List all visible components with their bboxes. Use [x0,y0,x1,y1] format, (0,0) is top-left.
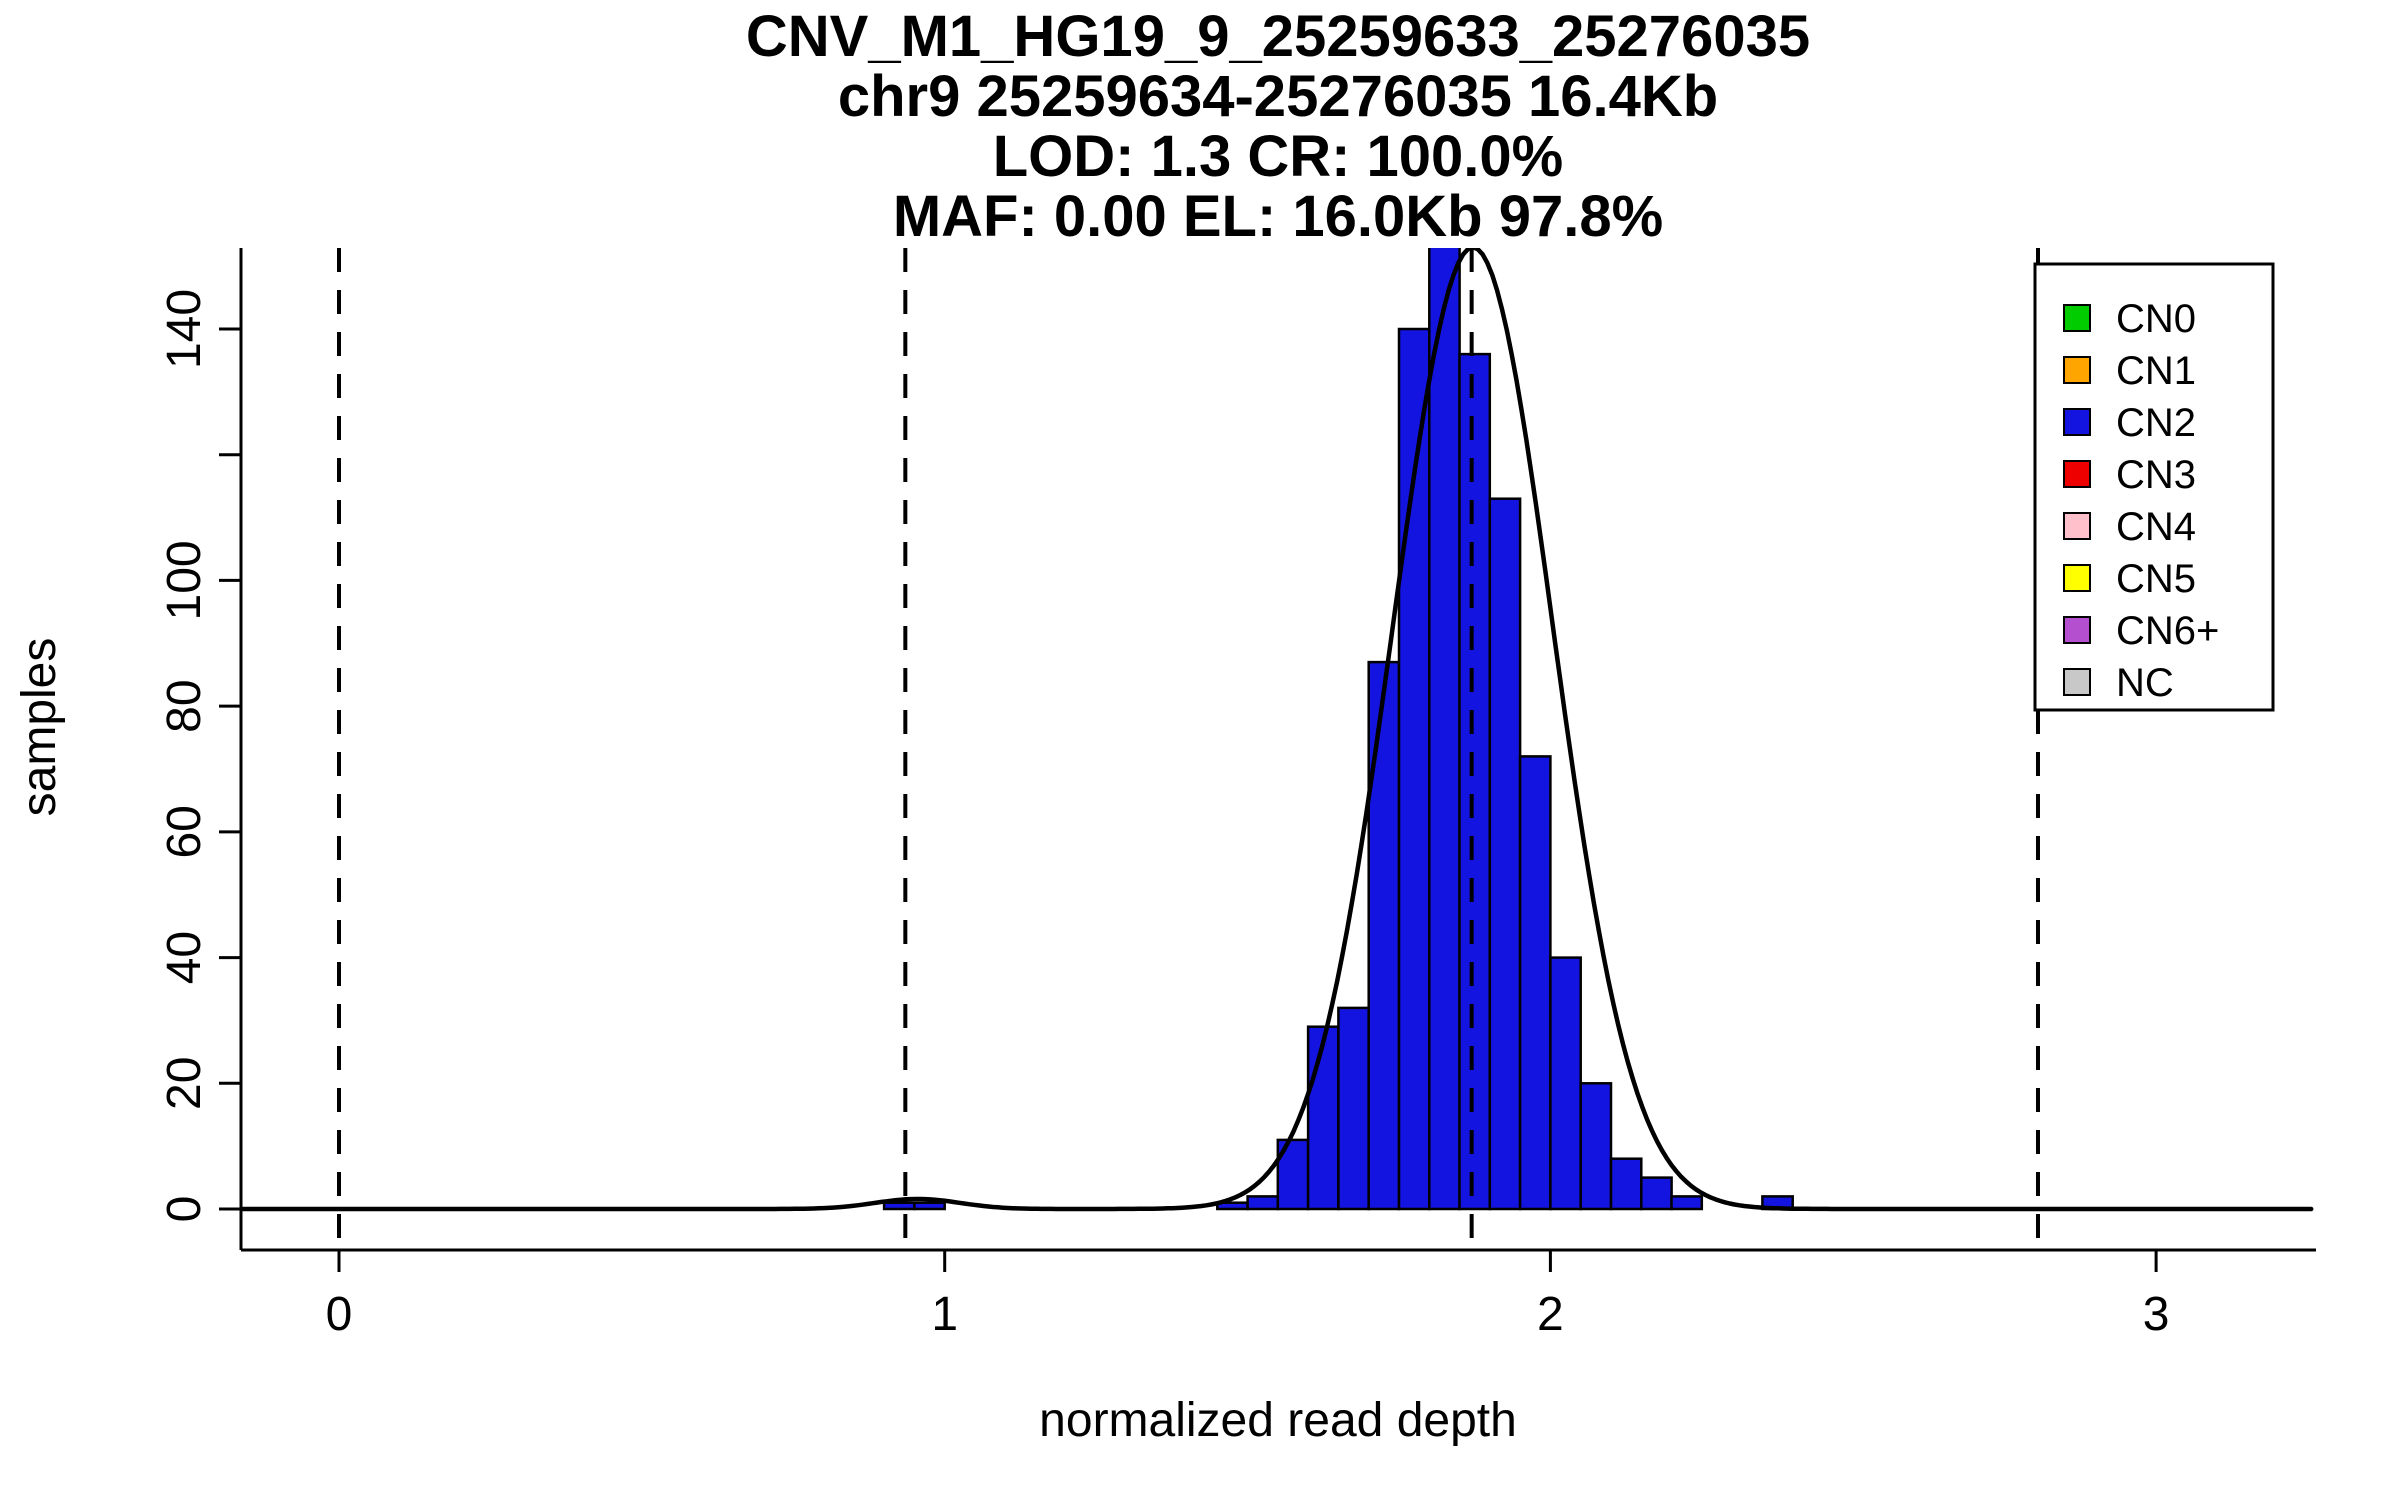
y-tick-label: 20 [158,1057,211,1110]
histogram-bar [1670,1195,1704,1211]
y-tick-label: 40 [158,931,211,984]
legend-label-cn3: CN3 [2116,453,2196,497]
histogram-bar [1518,755,1552,1211]
legend-swatch-cn6plus [2063,616,2091,644]
histogram-bars [882,248,1794,1211]
y-tick-label: 80 [158,679,211,732]
legend-label-cn6plus: CN6+ [2116,609,2219,653]
histogram-bar [1640,1176,1673,1211]
legend-label-cn5: CN5 [2116,557,2196,601]
histogram-bar [1458,352,1492,1211]
histogram-bar [1337,1006,1370,1211]
y-tick-label: 140 [158,289,211,369]
legend: CN0 CN1 CN2 CN3 CN4 CN5 CN6+ NC [2033,262,2275,712]
histogram-bar [1488,497,1522,1211]
chart-title-block: CNV_M1_HG19_9_25259633_25276035 chr9 252… [746,4,1810,249]
y-tick-label: 0 [158,1196,211,1223]
title-line-2: chr9 25259634-25276035 16.4Kb [838,64,1718,129]
legend-swatch-nc [2063,668,2091,696]
legend-label-cn1: CN1 [2116,349,2196,393]
legend-swatch-cn2 [2063,408,2091,436]
histogram-bar [1579,1082,1613,1211]
histogram-bar [1428,248,1461,1211]
histogram-bar [913,1201,946,1211]
legend-label-cn0: CN0 [2116,297,2196,341]
legend-label-cn2: CN2 [2116,401,2196,445]
legend-swatch-cn0 [2063,304,2091,332]
title-line-3: LOD: 1.3 CR: 100.0% [993,124,1564,189]
y-axis-title: samples [13,638,66,817]
histogram-bar [1306,1025,1340,1211]
legend-label-nc: NC [2116,661,2174,705]
x-tick-label: 0 [326,1288,353,1341]
x-tick-label: 3 [2143,1288,2170,1341]
legend-swatch-cn4 [2063,512,2091,540]
histogram-bar [1549,956,1582,1211]
gaussian-fit-curve [241,248,2314,1212]
legend-swatch-cn3 [2063,460,2091,488]
x-tick-label: 2 [1537,1288,1564,1341]
title-line-4: MAF: 0.00 EL: 16.0Kb 97.8% [893,184,1663,249]
axes: 0 1 2 3 0 20 40 60 80 100 140 [158,248,2316,1341]
histogram-bar [882,1201,916,1211]
histogram-bar [1609,1157,1643,1211]
legend-label-cn4: CN4 [2116,505,2196,549]
histogram-bar [1246,1195,1280,1211]
histogram-bar [1367,660,1401,1211]
x-axis-title: normalized read depth [1039,1394,1517,1447]
density-curve [241,248,2314,1212]
legend-swatch-cn5 [2063,564,2091,592]
y-tick-label: 100 [158,540,211,620]
expected-cn-dashed-lines [337,248,2040,1250]
y-tick-label: 60 [158,805,211,858]
legend-swatch-cn1 [2063,356,2091,384]
title-line-1: CNV_M1_HG19_9_25259633_25276035 [746,4,1810,69]
x-tick-label: 1 [931,1288,958,1341]
